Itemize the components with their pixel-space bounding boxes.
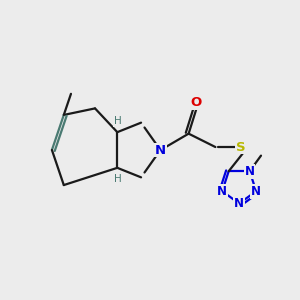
Text: N: N	[155, 143, 166, 157]
Text: N: N	[234, 197, 244, 210]
Text: H: H	[114, 116, 122, 126]
Text: N: N	[217, 185, 227, 198]
Text: N: N	[244, 165, 255, 178]
Text: H: H	[114, 174, 122, 184]
Text: N: N	[251, 185, 261, 198]
Text: S: S	[236, 140, 245, 154]
Text: O: O	[190, 96, 202, 109]
